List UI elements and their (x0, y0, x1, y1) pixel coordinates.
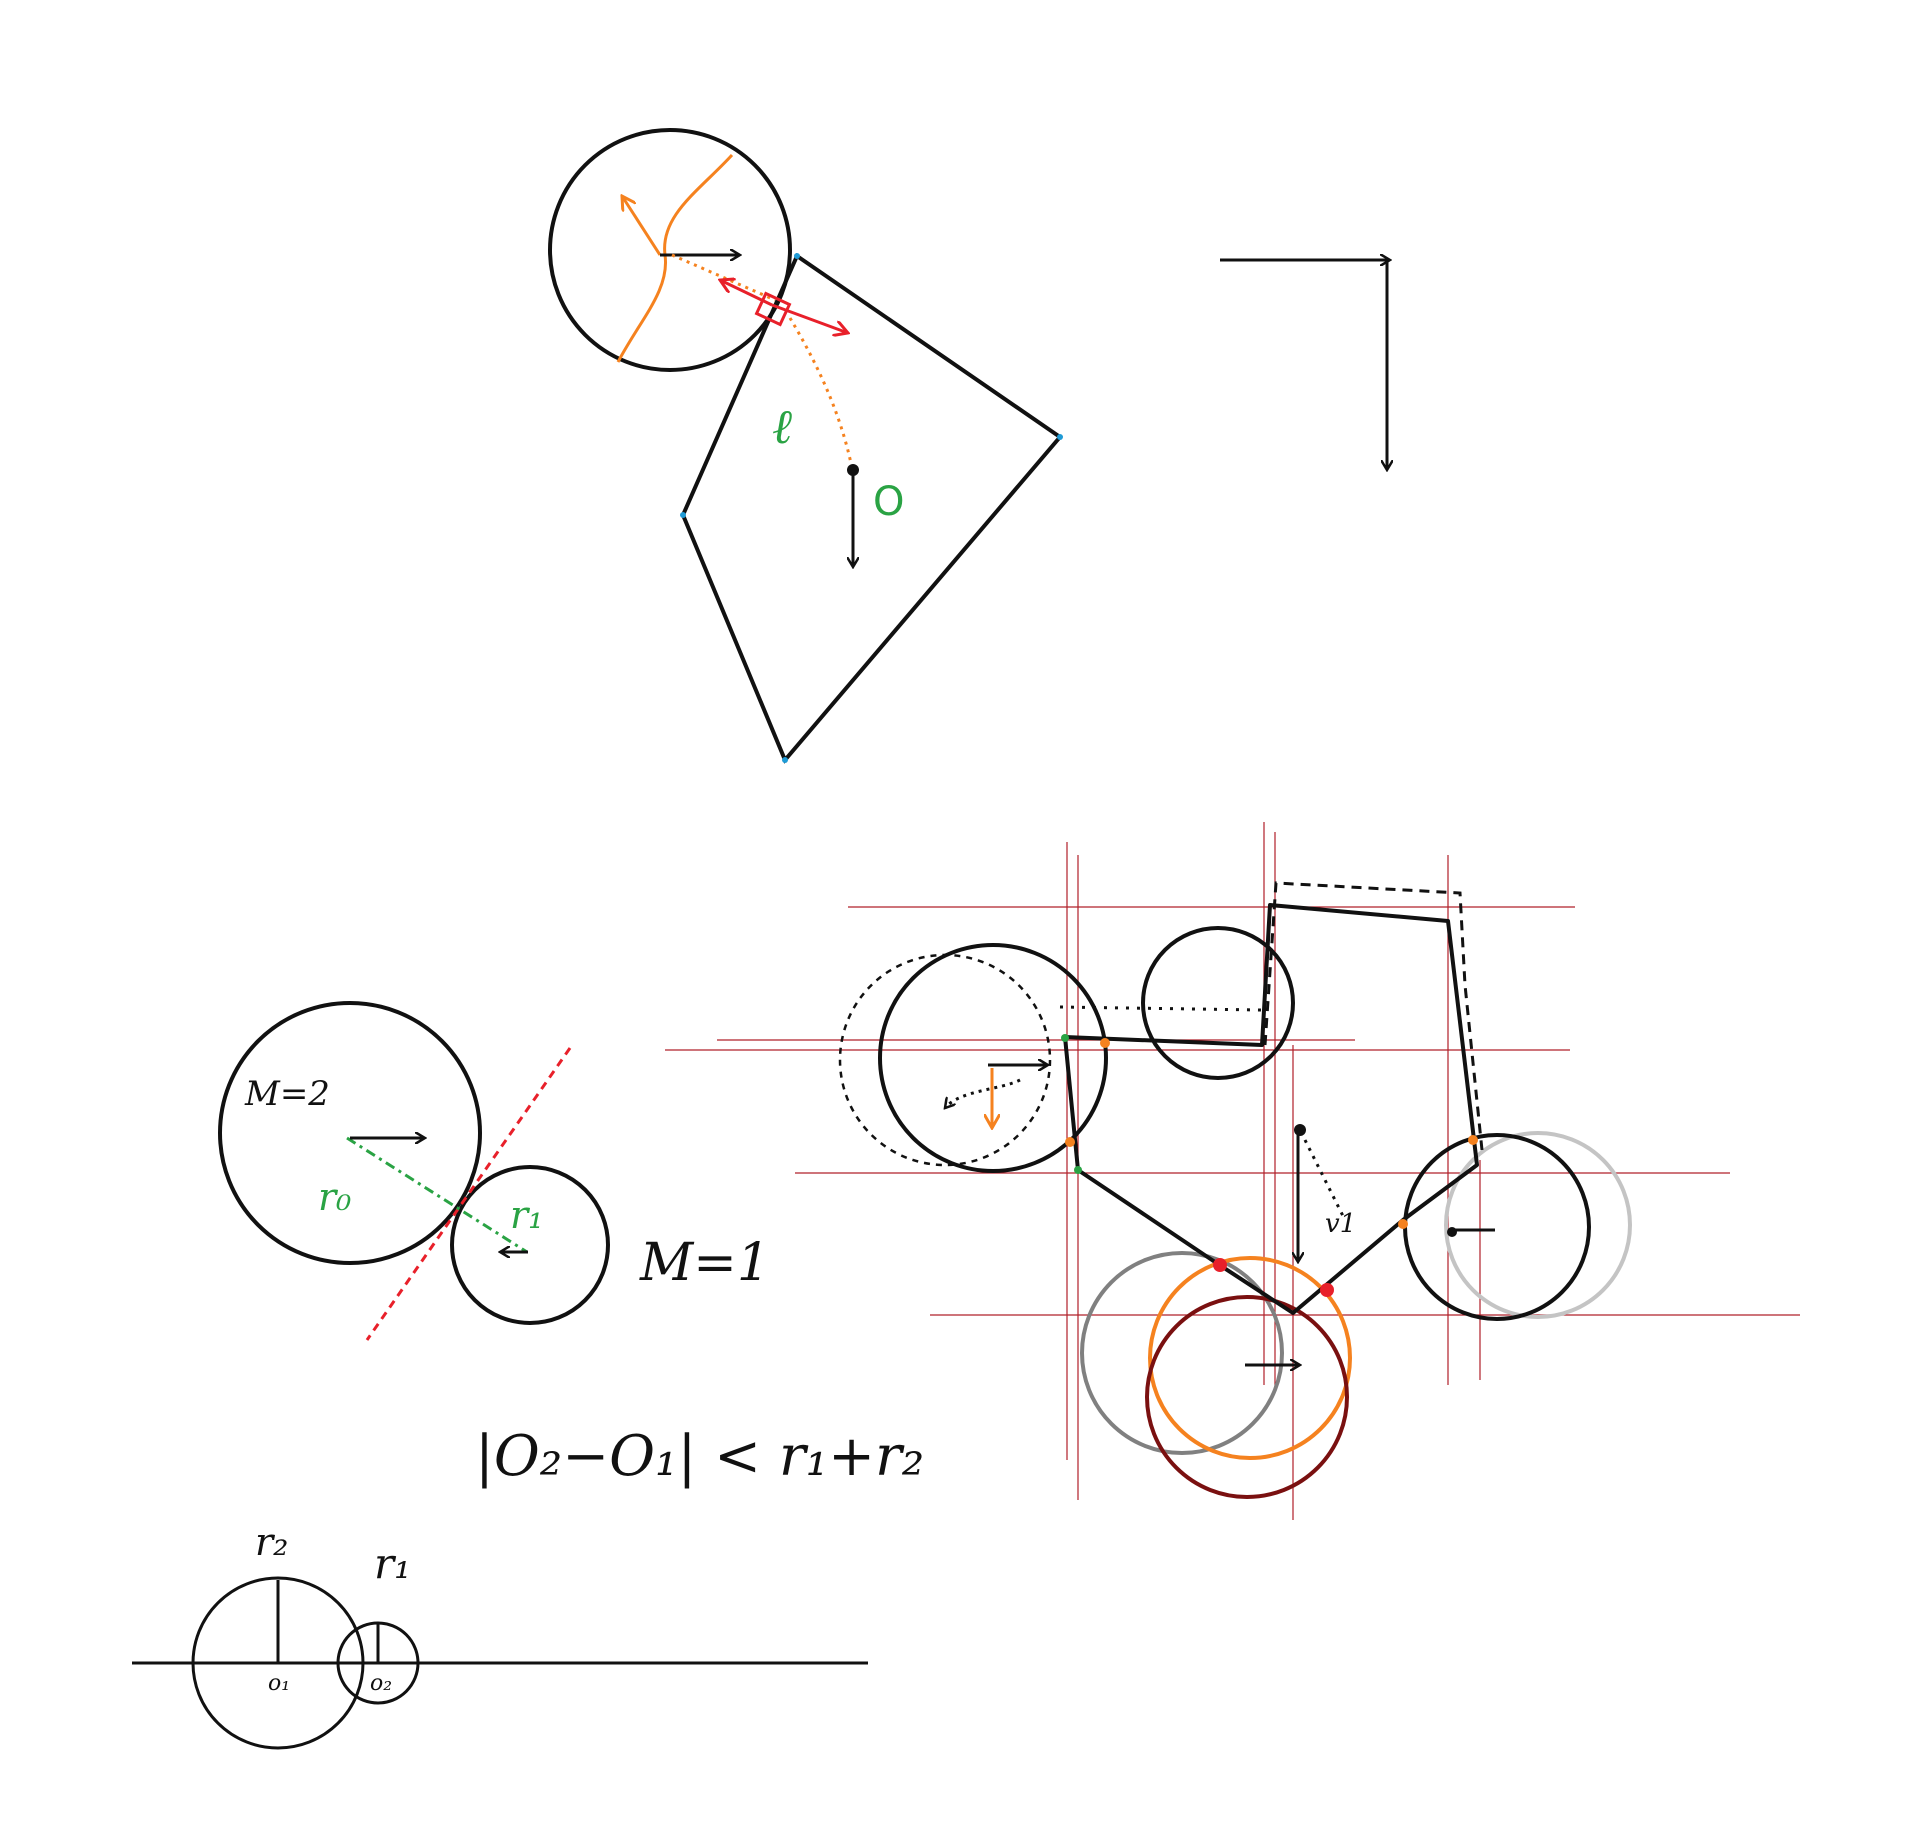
tangent-line (365, 1047, 572, 1341)
o1-label: o₁ (268, 1671, 290, 1696)
joint-dot-green-1 (1061, 1034, 1069, 1042)
ball-left (878, 943, 1108, 1173)
guide-lines (665, 822, 1800, 1520)
o-label-green: O (873, 479, 904, 525)
ghost-ball-left (838, 953, 1052, 1167)
quad-polygon (680, 252, 1063, 764)
ell-label: ℓ (772, 399, 792, 455)
top-diagram: ℓ O (548, 128, 1063, 764)
distance-inequality: |O₂−O₁| < r₁+r₂ (475, 1424, 924, 1489)
contact-dot-2 (1320, 1283, 1334, 1297)
body-outline (1063, 903, 1479, 1315)
polygon-vertex-2 (1057, 434, 1063, 440)
right-ball-center-dot (1447, 1227, 1457, 1237)
contact-square-marker (754, 291, 792, 327)
axis-glyph (1220, 260, 1390, 470)
v1-label: v1 (1325, 1209, 1356, 1239)
ball-right (1403, 1133, 1591, 1321)
o2-label: o₂ (370, 1671, 392, 1696)
mass-label-small: M=1 (639, 1233, 770, 1293)
center-line (346, 1136, 528, 1254)
joint-dot-3 (1398, 1219, 1408, 1229)
circle-o1 (191, 1576, 365, 1750)
ball-bottom-darkred (1145, 1295, 1349, 1499)
ball-top (1141, 926, 1295, 1080)
joint-dot-green-2 (1074, 1166, 1082, 1174)
body-ghost-outline (1263, 881, 1484, 1151)
ghost-ball-right (1444, 1131, 1632, 1319)
collision-diagram: M=2 M=1 r₀ r₁ (218, 1001, 770, 1341)
orange-normal-arrow (622, 196, 662, 256)
contact-dot-1 (1213, 1258, 1227, 1272)
polygon-vertex-3 (782, 757, 788, 763)
red-contact-arrow-right (771, 303, 848, 333)
r1-label-green: r₁ (510, 1193, 543, 1237)
dotted-link-top (1059, 1005, 1263, 1012)
orange-curve (616, 153, 734, 363)
body-center-dot (1294, 1124, 1306, 1136)
dotted-center-link (671, 253, 776, 302)
r0-label: r₀ (318, 1175, 351, 1219)
radius-diagram: r₂ r₁ o₁ o₂ (132, 1520, 868, 1750)
red-contact-arrow-left (720, 280, 773, 307)
joint-dot-4 (1468, 1135, 1478, 1145)
polygon-vertex-4 (680, 512, 686, 518)
polygon-center-dot (847, 464, 859, 476)
ball-circle-top (548, 128, 792, 372)
dotted-velocity-body (1303, 1139, 1347, 1221)
joint-dot-2 (1100, 1038, 1110, 1048)
ball-bottom-gray (1080, 1251, 1284, 1455)
small-ball (450, 1165, 610, 1325)
r1-label: r₁ (374, 1539, 411, 1588)
compound-body: v1 (838, 881, 1632, 1499)
ball-bottom-orange (1148, 1256, 1352, 1460)
joint-dot-1 (1065, 1137, 1075, 1147)
rotation-arc (945, 1078, 1021, 1108)
mass-label-big: M=2 (244, 1074, 330, 1114)
r2-label: r₂ (255, 1520, 288, 1564)
polygon-vertex-1 (794, 253, 800, 259)
big-ball (218, 1001, 482, 1265)
dotted-lever-arm (788, 317, 854, 469)
